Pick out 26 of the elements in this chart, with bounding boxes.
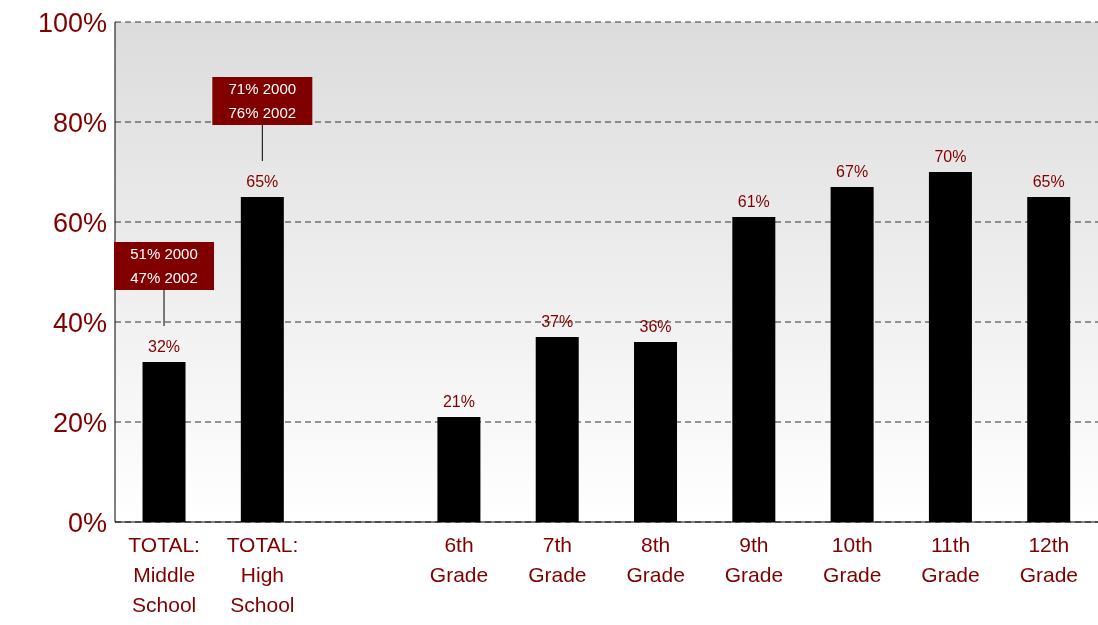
data-label: 65% bbox=[1032, 173, 1065, 190]
x-tick-label: 12th Grade bbox=[1019, 533, 1079, 586]
x-tick-label: TOTAL: Middle School bbox=[128, 533, 200, 616]
x-tick-label: 11th Grade bbox=[921, 533, 980, 586]
x-tick-label: 8th Grade bbox=[626, 533, 685, 586]
data-label: 36% bbox=[639, 318, 672, 335]
x-tick-label: 9th Grade bbox=[724, 533, 784, 586]
data-label: 65% bbox=[246, 173, 279, 190]
y-tick-label: 0% bbox=[67, 507, 107, 538]
y-tick-label: 80% bbox=[52, 107, 107, 138]
x-tick-label: TOTAL: High School bbox=[226, 533, 299, 616]
data-label: 21% bbox=[442, 393, 475, 410]
data-label: 70% bbox=[934, 148, 967, 165]
data-label: 67% bbox=[836, 163, 869, 180]
data-label: 32% bbox=[148, 338, 181, 355]
y-tick-label: 100% bbox=[37, 7, 107, 38]
y-tick-label: 60% bbox=[52, 207, 107, 238]
y-tick-label: 20% bbox=[52, 407, 107, 438]
data-label: 61% bbox=[737, 193, 770, 210]
data-label: 37% bbox=[541, 313, 574, 330]
annotation: 71% 2000 76% 2002 bbox=[228, 80, 297, 121]
y-tick-label: 40% bbox=[52, 307, 107, 338]
x-tick-label: 10th Grade bbox=[823, 533, 882, 586]
x-tick-label: 6th Grade bbox=[429, 533, 489, 586]
x-tick-label: 7th Grade bbox=[528, 533, 587, 586]
annotation: 51% 2000 47% 2002 bbox=[130, 245, 198, 286]
